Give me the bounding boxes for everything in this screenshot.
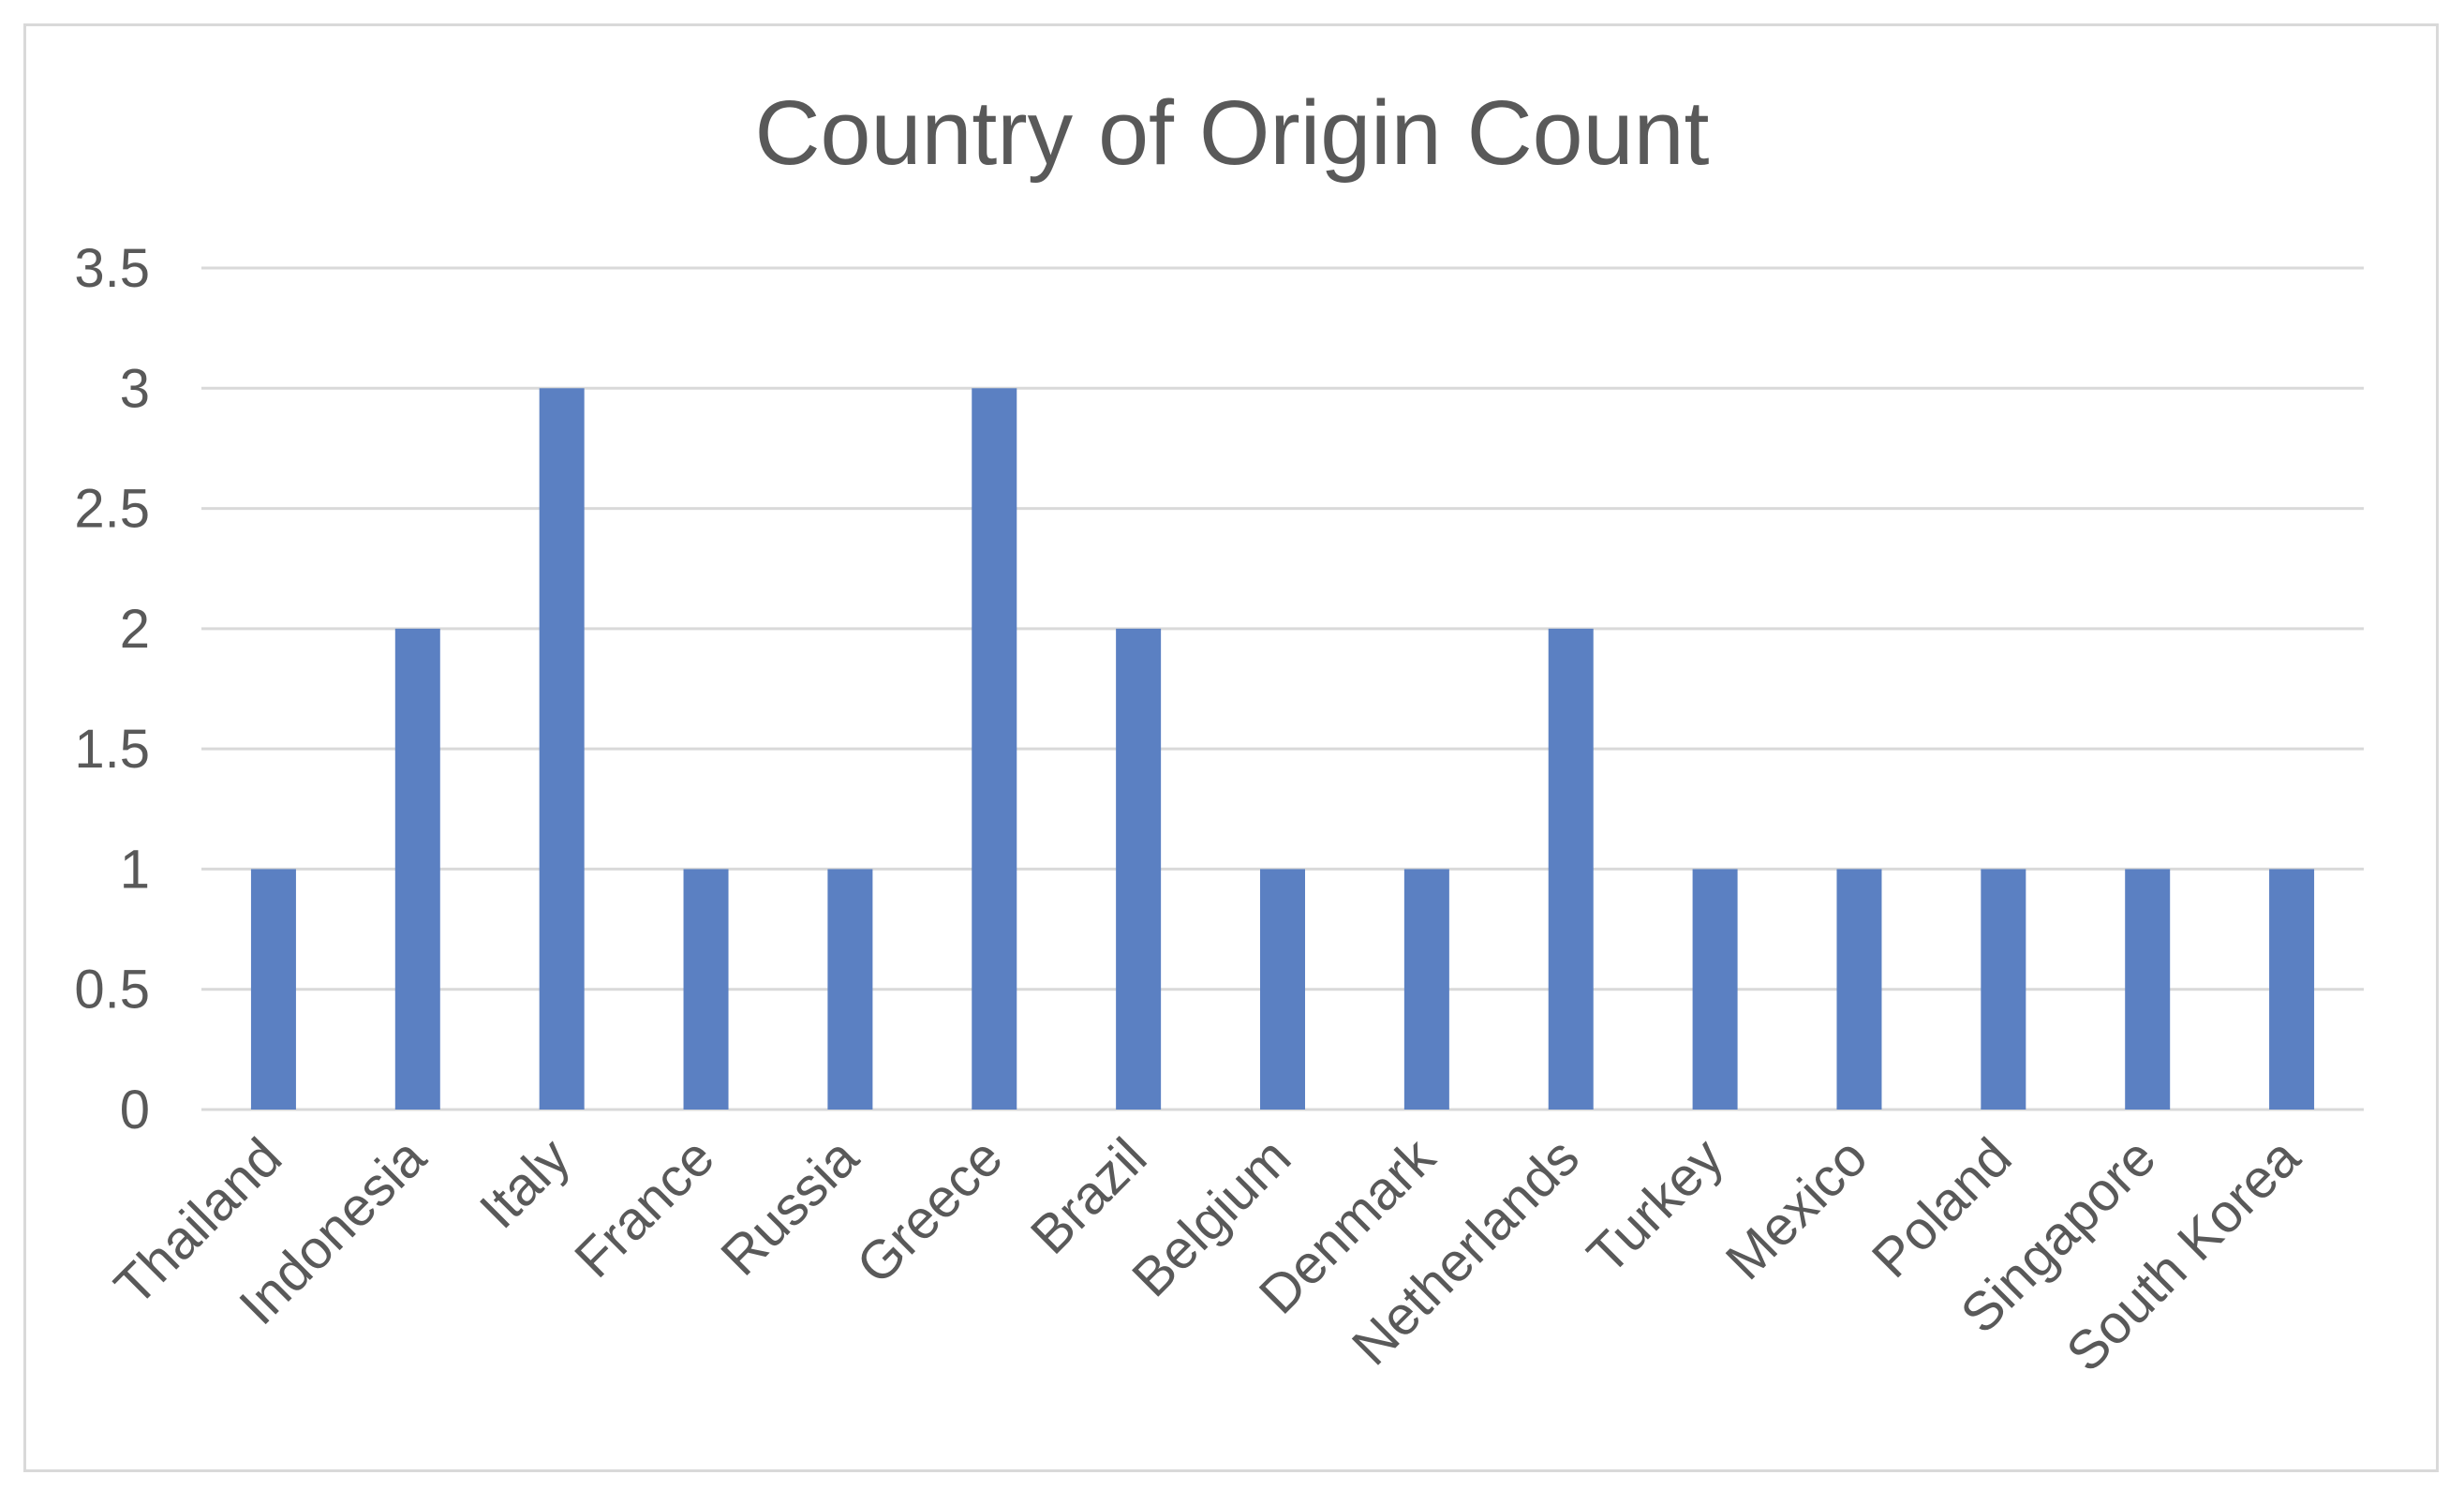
y-tick-label: 0.5: [74, 960, 150, 1021]
bar-poland: [1981, 869, 2026, 1110]
bar-turkey: [1692, 869, 1738, 1110]
bar-brazil: [1116, 628, 1162, 1110]
bars: [250, 388, 2315, 1110]
x-category-label: Turkey: [1576, 1126, 1735, 1286]
y-tick-label: 2: [120, 599, 150, 660]
y-tick-label: 3.5: [74, 238, 150, 299]
bar-france: [683, 869, 729, 1110]
y-tick-label: 1.5: [74, 719, 150, 780]
y-axis-ticks: 0 0.5 1 1.5 2 2.5 3 3.5: [74, 238, 150, 1140]
x-category-label: Russia: [709, 1126, 870, 1288]
bar-indonesia: [394, 628, 440, 1110]
bar-denmark: [1403, 869, 1449, 1110]
y-tick-label: 1: [120, 839, 150, 900]
x-category-label: Greece: [845, 1126, 1014, 1295]
bar-south-korea: [2269, 869, 2315, 1110]
chart-title: Country of Origin Count: [755, 82, 1710, 184]
y-tick-label: 3: [120, 358, 150, 419]
y-tick-label: 0: [120, 1080, 150, 1140]
x-category-label: France: [563, 1126, 726, 1289]
bar-russia: [827, 869, 873, 1110]
x-category-label: Mexico: [1714, 1126, 1879, 1291]
bar-netherlands: [1548, 628, 1594, 1110]
y-tick-label: 2.5: [74, 479, 150, 540]
bar-thailand: [250, 869, 296, 1110]
x-category-label: Brazil: [1019, 1126, 1159, 1266]
bar-mexico: [1836, 869, 1882, 1110]
bar-belgium: [1260, 869, 1305, 1110]
x-category-label: Italy: [468, 1126, 582, 1240]
bar-italy: [539, 388, 585, 1110]
bar-singapore: [2125, 869, 2171, 1110]
bar-greece: [972, 388, 1017, 1110]
